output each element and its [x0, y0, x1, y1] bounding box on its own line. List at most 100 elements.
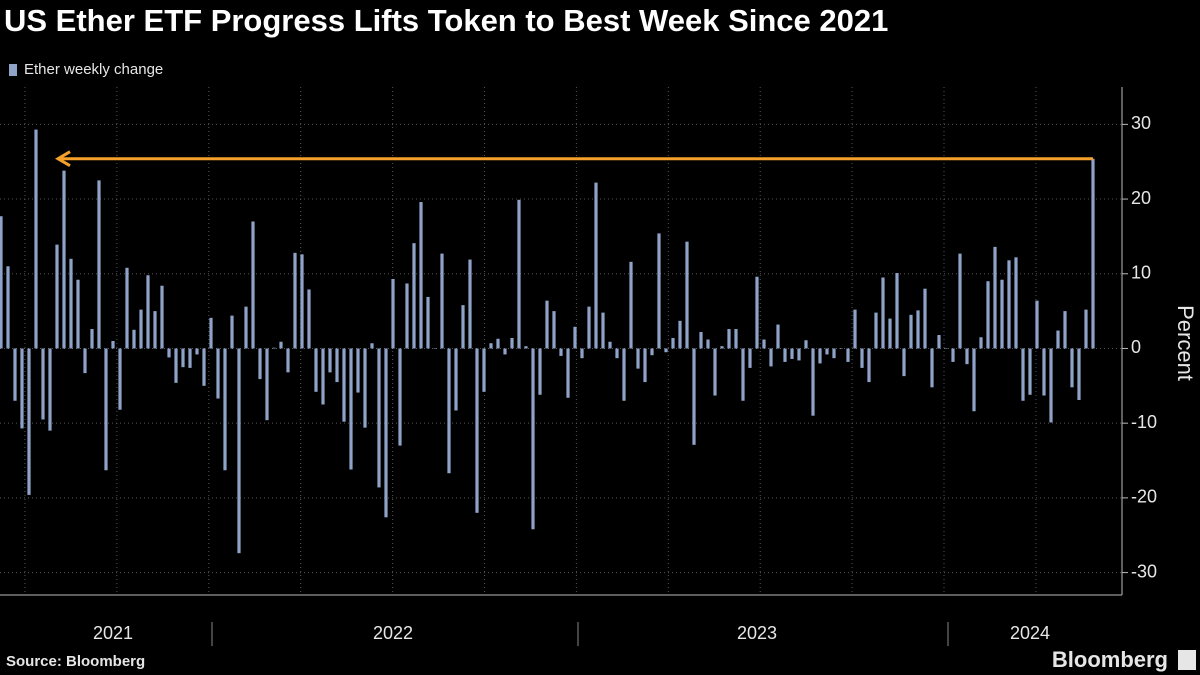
brand-logo: [1178, 650, 1196, 670]
bar: [573, 326, 577, 349]
bar: [230, 315, 234, 349]
bar: [594, 182, 598, 349]
bar: [699, 332, 703, 349]
bar: [209, 317, 213, 349]
bar: [874, 312, 878, 349]
bar: [468, 259, 472, 349]
bar: [111, 341, 115, 349]
bar: [685, 241, 689, 349]
y-axis-title: Percent: [1173, 305, 1198, 381]
bar: [97, 180, 101, 349]
bar: [384, 348, 388, 518]
bar: [1021, 348, 1025, 401]
bar: [1028, 348, 1032, 395]
bar: [90, 329, 94, 349]
bar: [1077, 348, 1081, 401]
bar: [146, 275, 150, 349]
y-tick-label: 30: [1131, 113, 1151, 133]
bar: [125, 267, 129, 349]
bar: [580, 348, 584, 359]
bar: [629, 261, 633, 349]
bar: [195, 348, 199, 355]
bar: [258, 348, 262, 380]
bar: [293, 252, 297, 349]
bar: [286, 348, 290, 373]
bar: [643, 348, 647, 383]
bar: [335, 348, 339, 383]
bar: [0, 216, 3, 349]
bar: [951, 348, 955, 362]
bar: [482, 348, 486, 392]
bar: [398, 348, 402, 446]
bar: [825, 348, 829, 355]
x-tick-label: 2023: [737, 623, 777, 643]
bar: [412, 243, 416, 349]
bar: [895, 273, 899, 349]
bar: [1091, 158, 1095, 349]
bar: [804, 340, 808, 349]
bar: [881, 277, 885, 349]
bar: [650, 348, 654, 356]
bar: [545, 300, 549, 349]
bar: [601, 312, 605, 349]
bar: [608, 341, 612, 349]
bar: [167, 348, 171, 358]
bar: [321, 348, 325, 405]
bar: [139, 309, 143, 349]
y-tick-label: -30: [1131, 561, 1157, 581]
bar: [405, 283, 409, 349]
bar: [811, 348, 815, 416]
bar: [713, 348, 717, 396]
bar: [237, 348, 241, 554]
bar: [41, 348, 45, 420]
bar: [958, 253, 962, 349]
bar: [797, 348, 801, 361]
bar: [769, 348, 773, 367]
bar: [76, 279, 80, 349]
bar: [440, 253, 444, 349]
bar: [251, 221, 255, 349]
bar: [741, 348, 745, 401]
bar: [27, 348, 31, 495]
y-tick-label: 20: [1131, 188, 1151, 208]
bar: [461, 305, 465, 349]
bar: [1056, 330, 1060, 349]
bar: [216, 348, 220, 399]
bar: [1084, 309, 1088, 349]
bar: [727, 329, 731, 349]
chart-title: US Ether ETF Progress Lifts Token to Bes…: [4, 3, 888, 38]
bar: [566, 348, 570, 398]
bar: [363, 348, 367, 428]
bar: [104, 348, 108, 471]
bar: [832, 348, 836, 359]
bar: [279, 341, 283, 349]
bar: [370, 343, 374, 349]
bar: [1063, 311, 1067, 349]
bar: [132, 329, 136, 349]
bar: [1000, 279, 1004, 349]
bar: [20, 348, 24, 429]
bar: [923, 288, 927, 349]
bar: [1070, 348, 1074, 388]
bar: [447, 348, 451, 474]
bar: [671, 338, 675, 349]
bar: [937, 335, 941, 349]
x-tick-label: 2021: [93, 623, 133, 643]
bar: [1007, 260, 1011, 349]
bar: [489, 343, 493, 349]
bar: [755, 276, 759, 349]
x-tick-label: 2022: [373, 623, 413, 643]
source: Source: Bloomberg: [6, 653, 145, 670]
bar: [706, 339, 710, 349]
bar: [853, 309, 857, 349]
bar: [223, 348, 227, 471]
bar: [762, 339, 766, 349]
bar: [559, 348, 563, 356]
bar: [1042, 348, 1046, 396]
bar: [993, 246, 997, 349]
legend-label: Ether weekly change: [24, 61, 163, 78]
bar: [426, 296, 430, 349]
annotation-arrowhead: [55, 150, 71, 168]
bar: [62, 170, 66, 349]
bar: [475, 348, 479, 513]
